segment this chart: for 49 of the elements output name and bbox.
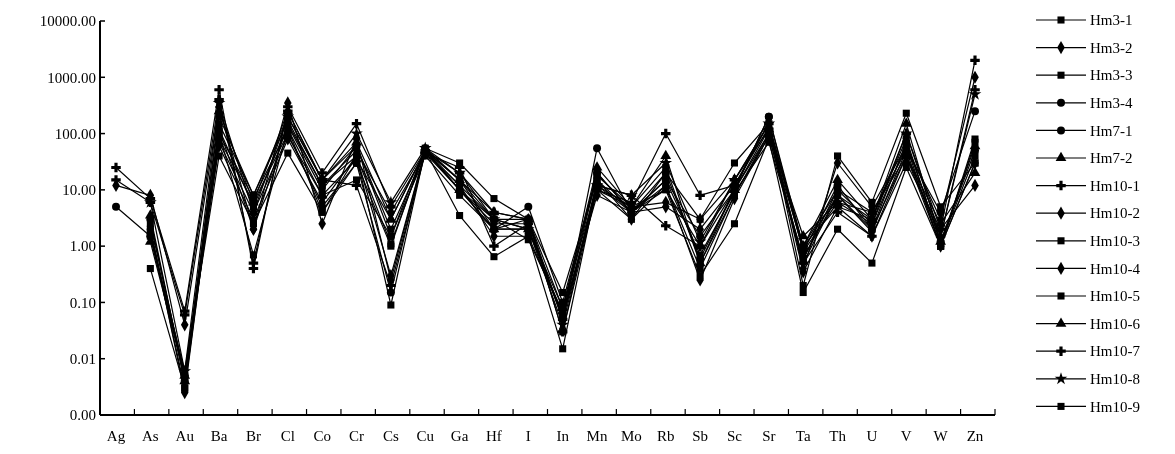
x-tick-label: Zn (966, 428, 984, 444)
x-tick-label: Sr (762, 428, 776, 444)
x-tick-label: I (525, 428, 531, 444)
y-tick-label: 0.00 (69, 407, 96, 424)
y-tick-label: 10000.00 (39, 13, 96, 30)
x-tick-label: Ag (106, 428, 126, 444)
legend-label: Hm10-2 (1090, 205, 1140, 222)
y-tick-label: 10.00 (62, 182, 96, 199)
legend-label: Hm7-2 (1090, 150, 1133, 167)
x-tick-label: Br (245, 428, 261, 444)
legend-label: Hm3-3 (1090, 67, 1133, 84)
y-tick-label: 100.00 (54, 125, 96, 142)
y-tick-label: 1000.00 (47, 69, 96, 86)
legend-label: Hm10-4 (1090, 260, 1141, 277)
x-tick-label: Ta (795, 428, 811, 444)
x-tick-label: Sb (692, 428, 709, 444)
x-tick-label: As (142, 428, 159, 444)
x-tick-label: W (933, 428, 949, 444)
y-tick-label: 1.00 (69, 238, 96, 255)
legend-label: Hm10-5 (1090, 288, 1140, 305)
x-tick-label: U (866, 428, 878, 444)
x-tick-label: Cl (280, 428, 295, 444)
x-tick-label: Cr (349, 428, 365, 444)
legend-label: Hm3-4 (1090, 95, 1133, 112)
legend-label: Hm7-1 (1090, 122, 1133, 139)
legend-label: Hm10-7 (1090, 343, 1141, 360)
legend-label: Hm10-3 (1090, 233, 1140, 250)
x-tick-label: Mn (586, 428, 608, 444)
x-tick-label: Au (175, 428, 195, 444)
x-tick-label: V (900, 428, 912, 444)
x-tick-label: Th (829, 428, 847, 444)
y-tick-label: 0.01 (69, 350, 96, 367)
legend-label: Hm10-1 (1090, 177, 1140, 194)
x-tick-label: Mo (620, 428, 642, 444)
x-tick-label: Co (313, 428, 331, 444)
x-tick-label: Cs (382, 428, 399, 444)
x-tick-label: Hf (486, 428, 502, 444)
x-tick-label: Ba (210, 428, 228, 444)
x-tick-label: Rb (657, 428, 675, 444)
legend-label: Hm10-9 (1090, 398, 1140, 415)
legend-label: Hm3-2 (1090, 39, 1133, 56)
x-tick-label: Cu (416, 428, 435, 444)
x-tick-label: Ga (450, 428, 469, 444)
x-tick-label: Sc (726, 428, 743, 444)
legend-label: Hm10-8 (1090, 371, 1140, 388)
legend-label: Hm3-1 (1090, 12, 1133, 29)
x-tick-label: In (556, 428, 570, 444)
legend-label: Hm10-6 (1090, 315, 1141, 332)
y-tick-label: 0.10 (69, 294, 96, 311)
